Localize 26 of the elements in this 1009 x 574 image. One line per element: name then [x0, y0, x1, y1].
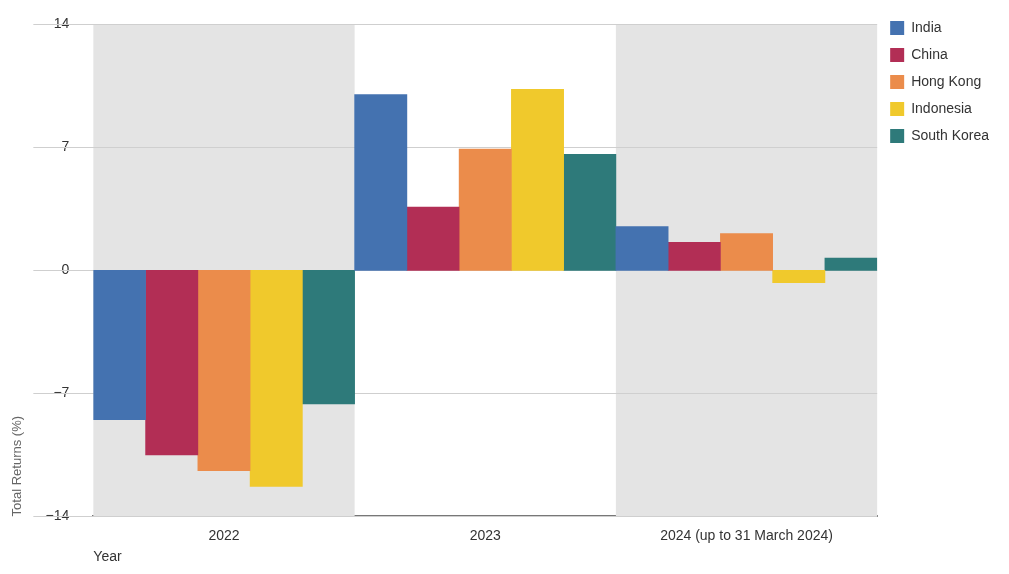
- bar: [406, 206, 460, 271]
- bar: [93, 270, 146, 421]
- x-axis-title: Year: [93, 548, 122, 565]
- bar: [563, 154, 617, 271]
- bar: [772, 270, 826, 284]
- y-axis-title: Total Returns (%): [9, 415, 25, 517]
- bar: [458, 148, 512, 271]
- x-tick-label: 2024 (up to 31 March 2024): [660, 526, 833, 543]
- legend-label: Hong Kong: [911, 72, 982, 89]
- bar: [720, 233, 773, 271]
- bar: [354, 94, 408, 271]
- bar: [615, 226, 669, 271]
- bar: [249, 270, 303, 487]
- legend-label: Indonesia: [911, 99, 973, 116]
- x-tick-label: 2022: [208, 526, 240, 543]
- y-tick-label: −7: [53, 384, 70, 401]
- legend-label: South Korea: [911, 126, 990, 143]
- bar: [197, 270, 251, 472]
- bar: [667, 241, 721, 271]
- legend-label: China: [911, 45, 948, 62]
- legend-label: India: [911, 18, 942, 35]
- x-tick-label: 2023: [469, 526, 502, 543]
- bar: [824, 257, 878, 271]
- bar: [302, 270, 355, 405]
- bar: [511, 89, 564, 271]
- bar: [145, 270, 199, 456]
